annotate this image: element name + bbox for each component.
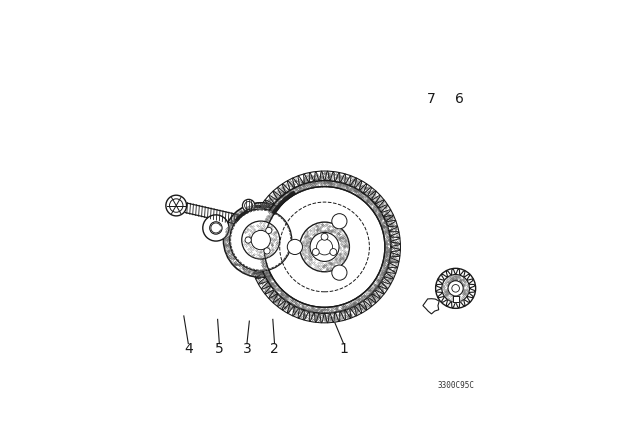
Circle shape	[243, 199, 255, 212]
Circle shape	[264, 248, 270, 254]
Text: 3: 3	[243, 342, 252, 356]
Circle shape	[312, 249, 319, 255]
Circle shape	[166, 195, 187, 216]
Circle shape	[452, 284, 460, 292]
Text: 4: 4	[184, 342, 193, 356]
Circle shape	[249, 171, 401, 323]
Text: 3300C95C: 3300C95C	[437, 381, 474, 390]
Circle shape	[287, 239, 303, 254]
Text: 5: 5	[215, 342, 224, 356]
Circle shape	[448, 281, 463, 296]
Circle shape	[332, 265, 347, 280]
Circle shape	[251, 230, 270, 250]
Polygon shape	[452, 296, 459, 302]
Circle shape	[310, 233, 339, 262]
Text: 1: 1	[339, 342, 348, 356]
Circle shape	[203, 215, 229, 241]
Circle shape	[245, 237, 252, 243]
Circle shape	[321, 233, 328, 240]
Circle shape	[266, 227, 272, 233]
Polygon shape	[423, 299, 439, 314]
Circle shape	[330, 249, 337, 255]
Circle shape	[242, 221, 280, 259]
Circle shape	[264, 186, 385, 307]
Circle shape	[300, 222, 349, 272]
Circle shape	[230, 209, 292, 271]
Circle shape	[332, 214, 347, 229]
Text: 2: 2	[270, 342, 279, 356]
Circle shape	[442, 275, 469, 302]
Circle shape	[317, 239, 333, 255]
Text: 7: 7	[427, 91, 436, 106]
Circle shape	[210, 222, 222, 234]
Circle shape	[223, 203, 298, 277]
Circle shape	[436, 268, 476, 308]
Text: 6: 6	[454, 91, 463, 106]
